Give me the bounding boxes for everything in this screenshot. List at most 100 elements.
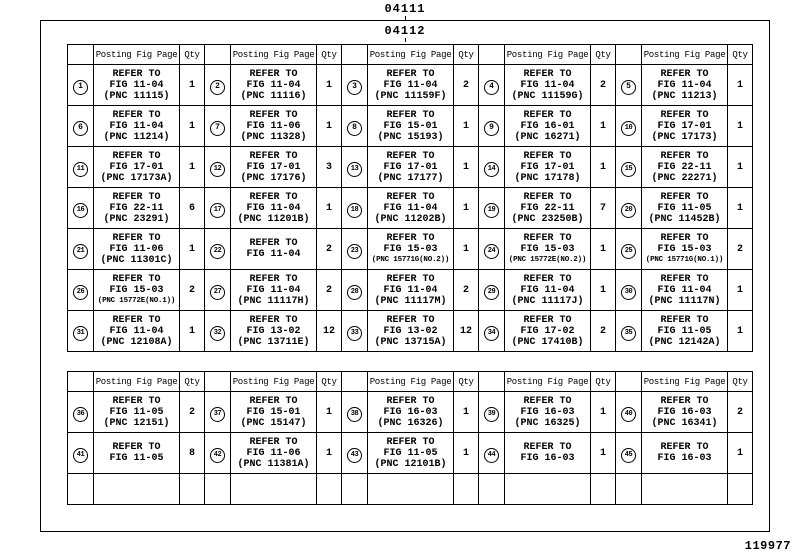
refer-line: (PNC 11213) (651, 90, 718, 102)
refer-line: (PNC 11117J) (511, 295, 584, 307)
circled-item-number: 27 (210, 285, 225, 300)
empty-cell (590, 473, 616, 505)
refer-line: REFER TO (386, 68, 435, 80)
refer-line: REFER TO (386, 395, 435, 407)
posting-fig-cell: REFER TO FIG 13-02 (PNC 13711E) (230, 310, 317, 352)
item-number-column-header (478, 371, 505, 392)
refer-line: REFER TO (523, 109, 572, 121)
refer-line: FIG 11-04 (246, 249, 301, 260)
posting-fig-cell: REFER TO FIG 11-05 (PNC 12151) (93, 391, 180, 433)
posting-fig-page-header: Posting Fig Page (230, 44, 317, 65)
qty-value-cell: 1 (179, 228, 205, 270)
item-number-cell: 28 (341, 269, 368, 311)
circled-item-number: 25 (621, 244, 636, 259)
circled-item-number: 1 (73, 79, 88, 95)
item-number-column-header (67, 371, 94, 392)
qty-value-cell: 1 (590, 269, 616, 311)
posting-fig-page-header: Posting Fig Page (367, 371, 454, 392)
refer-line: REFER TO (112, 314, 161, 326)
refer-line: FIG 17-01 (657, 120, 712, 132)
inner-tick-line (404, 38, 406, 42)
posting-fig-page-header: Posting Fig Page (504, 44, 591, 65)
circled-item-number: 30 (621, 285, 636, 300)
item-number-column-header (341, 44, 368, 65)
item-number-column-header (615, 371, 642, 392)
posting-fig-cell: REFER TO FIG 22-11 (PNC 23291) (93, 187, 180, 229)
empty-cell (504, 473, 591, 505)
circled-item-number: 29 (484, 285, 499, 300)
refer-line: (PNC 11202B) (374, 213, 447, 225)
refer-line: REFER TO (112, 442, 161, 453)
refer-line: (PNC 11115) (103, 90, 170, 102)
refer-line: FIG 16-03 (657, 406, 712, 418)
refer-line: (PNC 16325) (514, 417, 581, 429)
posting-fig-cell: REFER TO FIG 11-06 (PNC 11301C) (93, 228, 180, 270)
refer-line: REFER TO (386, 436, 435, 448)
posting-fig-page-header: Posting Fig Page (504, 371, 591, 392)
refer-line: FIG 17-01 (383, 161, 438, 173)
item-number-cell: 18 (341, 187, 368, 229)
item-number-cell: 45 (615, 432, 642, 474)
refer-line: (PNC 16326) (377, 417, 444, 429)
qty-value-cell: 1 (590, 105, 616, 147)
posting-fig-cell: REFER TO FIG 11-04 (PNC 11202B) (367, 187, 454, 229)
refer-line: FIG 11-04 (246, 79, 301, 91)
table-row: 6 REFER TO FIG 11-04 (PNC 11214) 1 7 REFER TO F… (67, 105, 753, 147)
refer-line: (PNC 16341) (651, 417, 718, 429)
sheet-number: 119977 (744, 539, 791, 553)
item-number-cell: 41 (67, 432, 94, 474)
item-number-cell: 33 (341, 310, 368, 352)
posting-fig-page-header: Posting Fig Page (93, 371, 180, 392)
posting-fig-cell: REFER TO FIG 11-04 (PNC 11116) (230, 64, 317, 106)
qty-value-cell: 2 (727, 391, 753, 433)
refer-line: FIG 11-04 (109, 120, 164, 132)
refer-line: REFER TO (660, 273, 709, 285)
qty-value-cell: 1 (316, 391, 342, 433)
lower-table-region: Posting Fig Page Qty Posting Fig Page Qty Po… (67, 371, 769, 505)
refer-line: REFER TO (660, 191, 709, 203)
figure-code-inner: 04112 (384, 24, 426, 38)
qty-value-cell: 1 (590, 146, 616, 188)
qty-value-cell: 1 (453, 432, 479, 474)
refer-line: FIG 11-05 (383, 447, 438, 459)
item-number-cell: 6 (67, 105, 94, 147)
refer-line: FIG 11-05 (657, 202, 712, 214)
refer-line: REFER TO (523, 314, 572, 326)
circled-item-number: 19 (484, 203, 499, 218)
refer-line: REFER TO (112, 232, 161, 244)
refer-line: (PNC 11117M) (374, 295, 447, 307)
refer-line: REFER TO (660, 314, 709, 326)
item-number-cell: 15 (615, 146, 642, 188)
refer-line: (PNC 15772E(NO.1)) (97, 296, 176, 305)
qty-value-cell: 1 (727, 432, 753, 474)
figure-code-top: 04111 (384, 2, 426, 16)
refer-line: (PNC 11301C) (100, 254, 173, 266)
circled-item-number: 22 (210, 244, 225, 259)
qty-header: Qty (590, 44, 616, 65)
outer-border-box: 04112 Posting Fig Page Qty Posting Fig Pag… (40, 20, 770, 532)
circled-item-number: 3 (347, 79, 362, 95)
qty-value-cell: 2 (179, 269, 205, 311)
qty-header: Qty (316, 44, 342, 65)
item-number-cell: 13 (341, 146, 368, 188)
empty-cell (204, 473, 231, 505)
refer-line: FIG 13-02 (246, 325, 301, 337)
circled-item-number: 7 (210, 120, 225, 136)
refer-line: (PNC 17178) (514, 172, 581, 184)
refer-line: (PNC 12108A) (100, 336, 173, 348)
posting-fig-cell: REFER TO FIG 11-04 (PNC 11117H) (230, 269, 317, 311)
refer-line: (PNC 11452B) (648, 213, 721, 225)
circled-item-number: 20 (621, 203, 636, 218)
refer-line: (PNC 23250B) (511, 213, 584, 225)
circled-item-number: 42 (210, 448, 225, 463)
circled-item-number: 44 (484, 448, 499, 463)
item-number-column-header (478, 44, 505, 65)
posting-fig-cell: REFER TO FIG 16-03 (641, 432, 728, 474)
circled-item-number: 35 (621, 326, 636, 341)
item-number-cell: 8 (341, 105, 368, 147)
refer-line: (PNC 17410B) (511, 336, 584, 348)
item-number-cell: 32 (204, 310, 231, 352)
circled-item-number: 14 (484, 162, 499, 177)
qty-value-cell: 7 (590, 187, 616, 229)
item-number-cell: 30 (615, 269, 642, 311)
